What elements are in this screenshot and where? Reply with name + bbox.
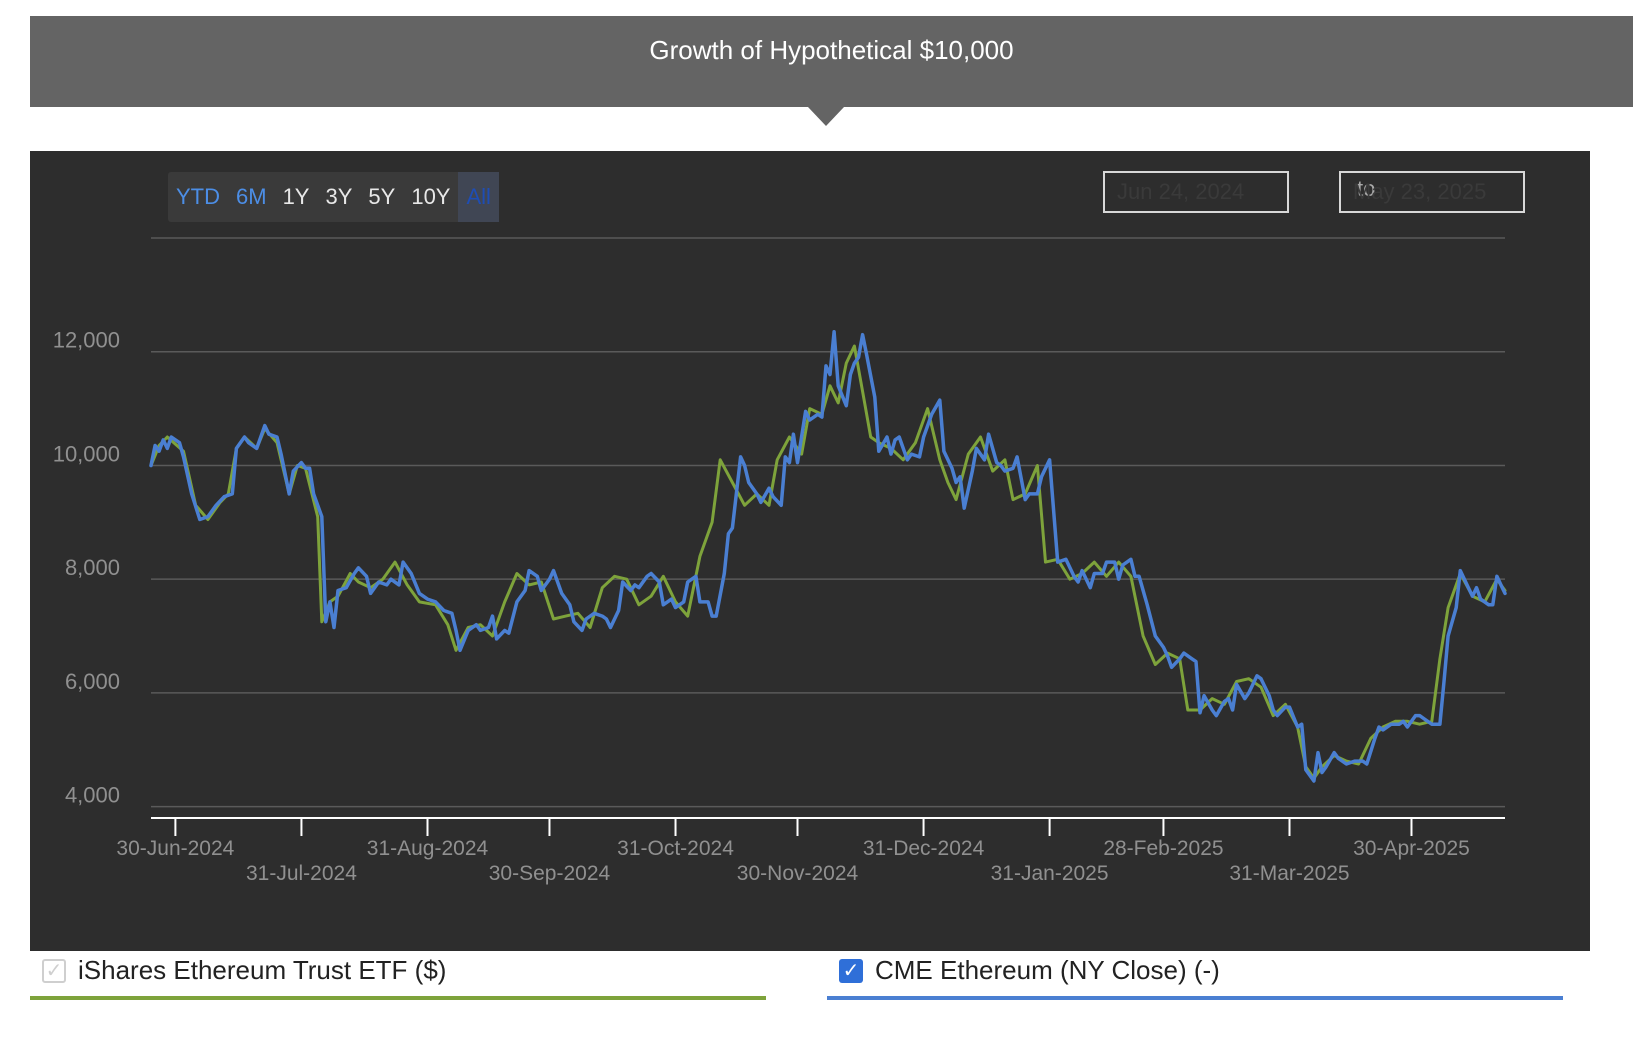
date-from-input[interactable]: Jun 24, 2024 [1103, 171, 1289, 213]
ishares-checkbox[interactable]: ✓ [42, 959, 66, 983]
range-button-5y[interactable]: 5Y [368, 184, 396, 209]
legend-label-ishares: iShares Ethereum Trust ETF ($) [78, 955, 447, 985]
series-line-cme [149, 330, 1507, 783]
x-tick-label: 30-Jun-2024 [116, 837, 234, 860]
range-button-10y[interactable]: 10Y [411, 184, 451, 209]
y-tick-label: 10,000 [53, 441, 120, 466]
x-tick-label: 30-Nov-2024 [737, 862, 859, 885]
x-tick-label: 31-Mar-2025 [1229, 862, 1349, 885]
chart-title: Growth of Hypothetical $10,000 [649, 35, 1014, 65]
y-tick-label: 6,000 [65, 669, 120, 694]
range-button-ytd[interactable]: YTD [176, 184, 220, 209]
legend-underline-ishares [30, 996, 766, 1000]
y-tick-label: 8,000 [65, 555, 120, 580]
legend-label-cme: CME Ethereum (NY Close) (-) [875, 955, 1220, 985]
x-tick-label: 30-Apr-2025 [1353, 837, 1470, 860]
cme-checkbox[interactable]: ✓ [839, 959, 863, 983]
x-tick-label: 31-Dec-2024 [863, 837, 985, 860]
x-tick-label: 31-Jan-2025 [991, 862, 1109, 885]
chart-title-banner: Growth of Hypothetical $10,000 [30, 16, 1633, 107]
range-button-all[interactable]: All [458, 172, 499, 222]
x-tick-label: 31-Oct-2024 [617, 837, 734, 860]
legend-underline-cme [827, 996, 1563, 1000]
range-button-6m[interactable]: 6M [236, 184, 267, 209]
range-button-1y[interactable]: 1Y [282, 184, 310, 209]
x-tick-label: 28-Feb-2025 [1103, 837, 1223, 860]
y-tick-label: 12,000 [53, 328, 120, 353]
range-selector: YTD 6M 1Y 3Y 5Y 10Y All [168, 172, 499, 222]
legend-item-cme[interactable]: ✓ CME Ethereum (NY Close) (-) [827, 951, 1563, 1000]
banner-pointer-arrow [808, 107, 844, 126]
x-tick-label: 31-Aug-2024 [367, 837, 489, 860]
series-line-ishares [149, 344, 1507, 780]
y-tick-label: 4,000 [65, 783, 120, 808]
range-button-3y[interactable]: 3Y [325, 184, 353, 209]
legend-item-ishares[interactable]: ✓ iShares Ethereum Trust ETF ($) [30, 951, 766, 1000]
date-range-separator: to [1357, 176, 1376, 201]
date-to-input[interactable]: May 23, 2025 [1339, 171, 1525, 213]
x-tick-label: 31-Jul-2024 [246, 862, 357, 885]
x-tick-label: 30-Sep-2024 [489, 862, 611, 885]
